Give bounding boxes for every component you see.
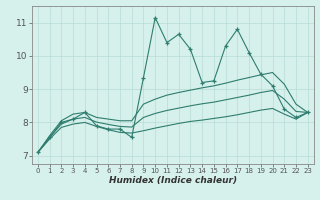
X-axis label: Humidex (Indice chaleur): Humidex (Indice chaleur) <box>109 176 237 185</box>
